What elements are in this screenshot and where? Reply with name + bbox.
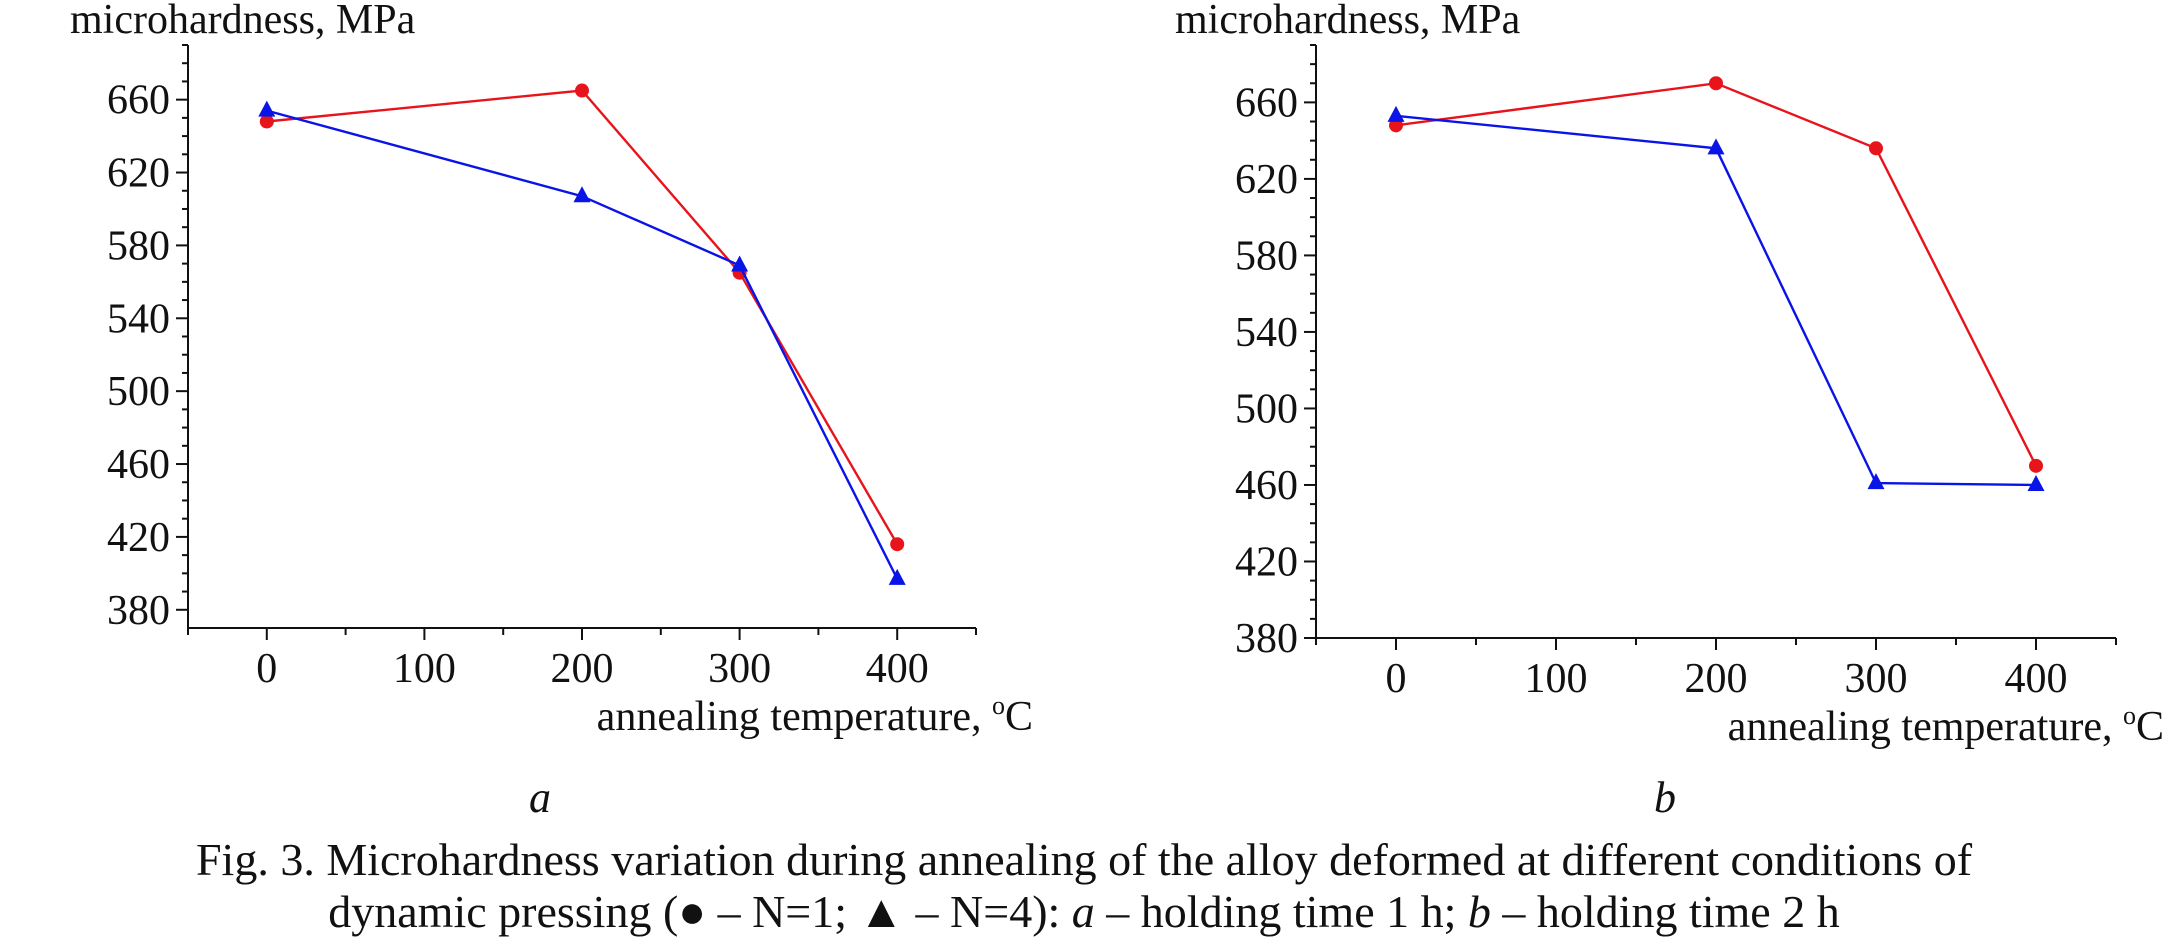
data-point-circle <box>2029 458 2043 473</box>
caption-line-2-suffix: – holding time 2 h <box>1490 886 1840 937</box>
x-axis-label-text: annealing temperature, <box>597 694 992 740</box>
x-axis-label-degree: o <box>2123 701 2136 730</box>
data-point-triangle <box>731 255 749 272</box>
data-point-triangle <box>573 186 591 203</box>
y-tick-label: 500 <box>107 369 170 415</box>
figure-caption: Fig. 3. Microhardness variation during a… <box>0 834 2168 938</box>
data-point-triangle <box>888 568 906 585</box>
data-point-triangle <box>1387 105 1405 122</box>
caption-a: a <box>1071 886 1095 937</box>
x-tick-label: 0 <box>1386 656 1407 702</box>
x-tick-label: 300 <box>708 646 771 692</box>
x-tick-label: 0 <box>256 646 277 692</box>
panel-label-b: b <box>1654 773 1676 820</box>
x-axis-label: annealing temperature, oC <box>1728 701 2164 750</box>
data-point-circle <box>890 537 905 552</box>
x-tick-label: 200 <box>551 646 614 692</box>
chart-panel-b: microhardness, MPa 380 420 460 500 540 580 620… <box>1175 0 2164 820</box>
caption-line-1: Fig. 3. Microhardness variation during a… <box>195 834 1973 885</box>
y-tick-label: 580 <box>107 223 170 269</box>
data-point-circle <box>259 114 274 129</box>
y-tick-label: 460 <box>107 442 170 488</box>
data-point-circle <box>575 83 589 98</box>
series-line-triangle <box>266 109 899 580</box>
y-tick-label: 380 <box>1235 616 1298 662</box>
x-axis-label-unit: C <box>2136 704 2164 750</box>
y-axis-label: microhardness, MPa <box>70 0 416 43</box>
y-tick-label: 380 <box>107 588 170 634</box>
x-tick-label: 100 <box>393 646 456 692</box>
y-tick-label: 540 <box>1235 310 1298 356</box>
x-axis-label: annealing temperature, oC <box>597 691 1033 740</box>
x-tick-label: 400 <box>866 646 929 692</box>
y-tick-label: 460 <box>1235 463 1298 509</box>
caption-b: b <box>1467 886 1491 937</box>
y-tick-label: 420 <box>1235 539 1298 585</box>
figure: microhardness, MPa 380 420 460 500 540 580 620… <box>70 0 2164 820</box>
x-axis-label-degree: o <box>992 691 1005 720</box>
x-tick-label: 200 <box>1685 656 1748 702</box>
data-point-triangle <box>258 100 276 117</box>
x-tick-label: 300 <box>1845 656 1908 702</box>
caption-line-2-mid: – holding time 1 h; <box>1094 886 1468 937</box>
x-tick-label: 400 <box>2005 656 2068 702</box>
caption-line-2-prefix: dynamic pressing (● – N=1; ▲ – N=4): <box>328 886 1072 937</box>
y-tick-label: 540 <box>107 296 170 342</box>
y-tick-label: 420 <box>107 515 170 561</box>
y-tick-label: 580 <box>1235 233 1298 279</box>
data-point-triangle <box>2027 475 2045 492</box>
series-line-circle <box>1395 82 2038 467</box>
x-axis-label-text: annealing temperature, <box>1728 704 2123 750</box>
y-tick-label: 660 <box>107 78 170 124</box>
series-line-triangle <box>1395 114 2037 487</box>
plot-area-a: 380 420 460 500 540 580 620 660 0 100 200 300 400 <box>107 44 977 692</box>
series-line-circle <box>266 89 899 545</box>
x-axis-label-unit: C <box>1005 694 1033 740</box>
y-tick-label: 660 <box>1235 80 1298 126</box>
data-point-triangle <box>1867 473 1885 490</box>
y-tick-label: 500 <box>1235 386 1298 432</box>
y-tick-label: 620 <box>1235 157 1298 203</box>
x-tick-label: 100 <box>1525 656 1588 702</box>
data-point-triangle <box>1707 138 1725 155</box>
data-point-circle <box>1709 76 1723 91</box>
panel-label-a: a <box>529 773 551 820</box>
data-point-circle <box>1869 141 1883 156</box>
caption-line-2: dynamic pressing (● – N=1; ▲ – N=4): a –… <box>0 886 2168 938</box>
chart-panel-a: microhardness, MPa 380 420 460 500 540 580 620… <box>70 0 1033 820</box>
plot-area-b: 380 420 460 500 540 580 620 660 0 100 200 300 400 <box>1235 44 2117 702</box>
y-axis-label: microhardness, MPa <box>1175 0 1521 43</box>
y-tick-label: 620 <box>107 151 170 197</box>
